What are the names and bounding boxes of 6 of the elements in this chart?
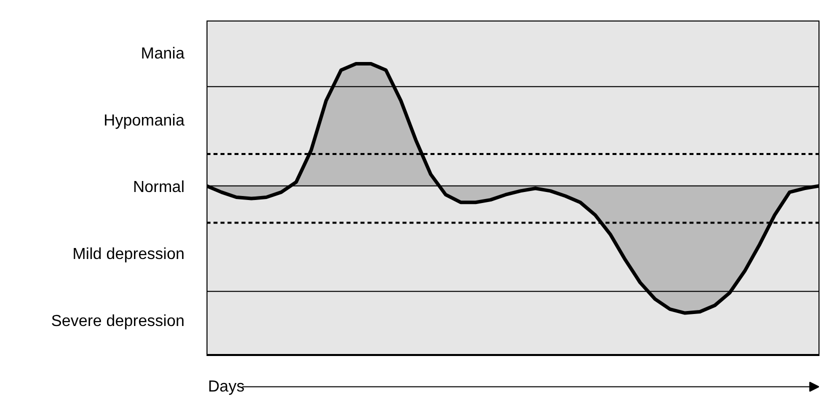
text: Severe depression [51, 313, 185, 330]
text: Mania [140, 45, 185, 62]
text: Mild depression [72, 246, 185, 264]
text: Normal [132, 179, 184, 196]
x-axis-title: Days [208, 378, 244, 396]
text: Hypomania [104, 112, 185, 130]
